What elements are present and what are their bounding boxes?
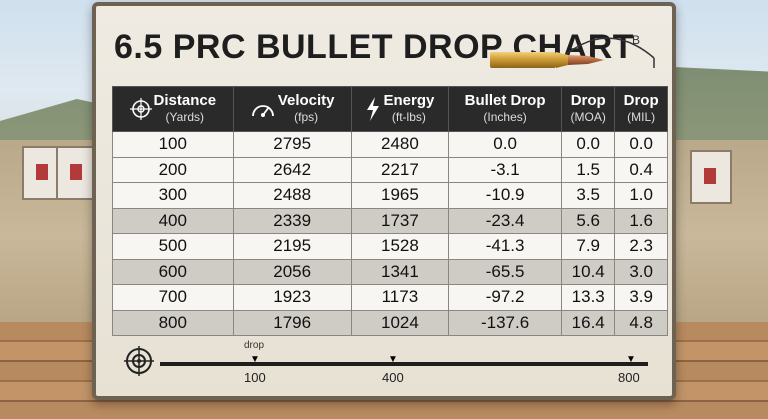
drop-mil-cell: 3.0 [614, 258, 668, 285]
scale-label: 400 [382, 370, 404, 385]
bullet-drop-cell: -23.4 [448, 207, 563, 234]
drop-moa-cell: 3.5 [561, 182, 616, 209]
arc-label: B [632, 33, 640, 47]
crosshair-icon [129, 98, 152, 120]
drop-mil-cell: 0.4 [614, 156, 668, 183]
header-unit: (MOA) [570, 110, 606, 124]
table-row: 800 1796 1024 -137.6 16.4 4.8 [112, 309, 668, 336]
drop-mil-cell: 0.0 [614, 131, 668, 158]
distance-cell: 700 [112, 284, 234, 311]
header-label: Drop [570, 92, 606, 109]
drop-moa-cell: 0.0 [561, 131, 616, 158]
bullet-drop-cell: 0.0 [448, 131, 563, 158]
drop-moa-cell: 1.5 [561, 156, 616, 183]
scale-label: 800 [618, 370, 640, 385]
velocity-cell: 2488 [232, 182, 352, 209]
lightning-icon [367, 97, 380, 121]
energy-cell: 1528 [350, 233, 450, 260]
bullet-drop-cell: -137.6 [448, 309, 563, 336]
column-header-distance: Distance (Yards) [112, 86, 234, 132]
velocity-cell: 1923 [232, 284, 352, 311]
chart-sign: 6.5 PRC BULLET DROP CHART B [92, 2, 676, 400]
column-header-velocity: Velocity (fps) [232, 86, 352, 132]
header-unit: (ft-lbs) [391, 110, 426, 124]
drop-moa-cell: 16.4 [561, 309, 616, 336]
drop-moa-cell: 13.3 [561, 284, 616, 311]
distance-scale: drop ▼ ▼ ▼ 100 400 800 [118, 340, 658, 390]
energy-cell: 1024 [350, 309, 450, 336]
scale-marker-icon: ▼ [626, 354, 636, 365]
distance-cell: 800 [112, 309, 234, 336]
header-unit: (MIL) [627, 110, 656, 124]
energy-cell: 1965 [350, 182, 450, 209]
header-label: Velocity [277, 92, 335, 109]
header-unit: (Yards) [165, 110, 204, 124]
header-unit: (Inches) [483, 110, 527, 124]
drop-mil-cell: 2.3 [614, 233, 668, 260]
table-row: 100 2795 2480 0.0 0.0 0.0 [112, 131, 668, 158]
velocity-cell: 1796 [232, 309, 352, 336]
table-row: 200 2642 2217 -3.1 1.5 0.4 [112, 156, 668, 183]
bullet-icon [490, 52, 604, 68]
energy-cell: 2217 [350, 156, 450, 183]
header-label: Bullet Drop [464, 92, 546, 109]
bullet-drop-cell: -97.2 [448, 284, 563, 311]
scale-marker-icon: ▼ [250, 354, 260, 365]
header-label: Drop [623, 92, 659, 109]
table-row: 500 2195 1528 -41.3 7.9 2.3 [112, 233, 668, 260]
column-header-drop-mil: Drop (MIL) [614, 86, 668, 132]
table-row: 600 2056 1341 -65.5 10.4 3.0 [112, 258, 668, 285]
scale-marker-icon: ▼ [388, 354, 398, 365]
velocity-cell: 2195 [232, 233, 352, 260]
distance-cell: 300 [112, 182, 234, 209]
bullet-drop-table: Distance (Yards) Velocity (fps) [112, 86, 668, 336]
table-row: 400 2339 1737 -23.4 5.6 1.6 [112, 207, 668, 234]
drop-moa-cell: 5.6 [561, 207, 616, 234]
column-header-bullet-drop: Bullet Drop (Inches) [448, 86, 563, 132]
energy-cell: 1737 [350, 207, 450, 234]
drop-moa-cell: 10.4 [561, 258, 616, 285]
velocity-cell: 2795 [232, 131, 352, 158]
distance-cell: 600 [112, 258, 234, 285]
header-label: Distance [153, 92, 217, 109]
distance-cell: 400 [112, 207, 234, 234]
range-target [56, 146, 98, 200]
table-row: 700 1923 1173 -97.2 13.3 3.9 [112, 284, 668, 311]
bullet-drop-cell: -10.9 [448, 182, 563, 209]
drop-mil-cell: 1.6 [614, 207, 668, 234]
header-label: Energy [383, 92, 435, 109]
drop-moa-cell: 7.9 [561, 233, 616, 260]
bullet-drop-cell: -65.5 [448, 258, 563, 285]
table-header-row: Distance (Yards) Velocity (fps) [112, 86, 668, 132]
distance-cell: 200 [112, 156, 234, 183]
column-header-energy: Energy (ft-lbs) [350, 86, 450, 132]
distance-cell: 100 [112, 131, 234, 158]
energy-cell: 1341 [350, 258, 450, 285]
drop-mil-cell: 3.9 [614, 284, 668, 311]
column-header-drop-moa: Drop (MOA) [561, 86, 616, 132]
scale-line [160, 362, 648, 366]
velocity-cell: 2056 [232, 258, 352, 285]
table-row: 300 2488 1965 -10.9 3.5 1.0 [112, 182, 668, 209]
bullet-drop-cell: -3.1 [448, 156, 563, 183]
drop-marker-label: drop [244, 340, 265, 351]
scale-label: 100 [244, 370, 266, 385]
velocity-cell: 2339 [232, 207, 352, 234]
velocity-cell: 2642 [232, 156, 352, 183]
range-target [690, 150, 732, 204]
bullet-drop-cell: -41.3 [448, 233, 563, 260]
speedometer-icon [251, 105, 274, 117]
drop-mil-cell: 4.8 [614, 309, 668, 336]
header-unit: (fps) [294, 110, 319, 124]
energy-cell: 2480 [350, 131, 450, 158]
scope-target-icon [124, 346, 154, 376]
drop-mil-cell: 1.0 [614, 182, 668, 209]
energy-cell: 1173 [350, 284, 450, 311]
distance-cell: 500 [112, 233, 234, 260]
